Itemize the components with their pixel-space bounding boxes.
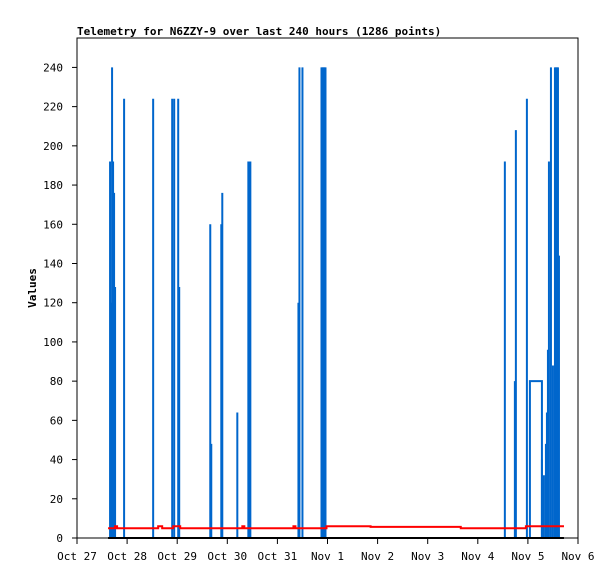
y-tick-label: 120 bbox=[43, 297, 63, 310]
blue-plateau bbox=[528, 380, 543, 538]
y-tick-label: 160 bbox=[43, 218, 63, 231]
x-tick-label: Nov 4 bbox=[461, 550, 494, 563]
x-tick-label: Nov 5 bbox=[511, 550, 544, 563]
y-tick-label: 40 bbox=[50, 454, 63, 467]
x-tick-label: Nov 6 bbox=[561, 550, 594, 563]
plot-frame bbox=[76, 37, 579, 539]
red-line-series bbox=[108, 525, 564, 530]
x-tick-label: Oct 27 bbox=[57, 550, 97, 563]
y-axis-label: Values bbox=[26, 268, 39, 308]
y-tick-label: 220 bbox=[43, 101, 63, 114]
x-tick-label: Oct 31 bbox=[258, 550, 298, 563]
x-tick-label: Oct 30 bbox=[207, 550, 247, 563]
chart-title: Telemetry for N6ZZY-9 over last 240 hour… bbox=[77, 25, 441, 38]
y-tick-label: 140 bbox=[43, 257, 63, 270]
x-tick-label: Oct 29 bbox=[157, 550, 197, 563]
y-tick-label: 80 bbox=[50, 375, 63, 388]
x-tick-label: Nov 1 bbox=[311, 550, 344, 563]
y-tick-label: 60 bbox=[50, 414, 63, 427]
x-tick-label: Nov 3 bbox=[411, 550, 444, 563]
y-tick-label: 0 bbox=[56, 532, 63, 545]
y-tick-label: 180 bbox=[43, 179, 63, 192]
y-tick-label: 20 bbox=[50, 493, 63, 506]
y-tick-label: 200 bbox=[43, 140, 63, 153]
y-tick-label: 100 bbox=[43, 336, 63, 349]
x-tick-label: Nov 2 bbox=[361, 550, 394, 563]
y-tick-label: 240 bbox=[43, 61, 63, 74]
x-tick-label: Oct 28 bbox=[107, 550, 147, 563]
